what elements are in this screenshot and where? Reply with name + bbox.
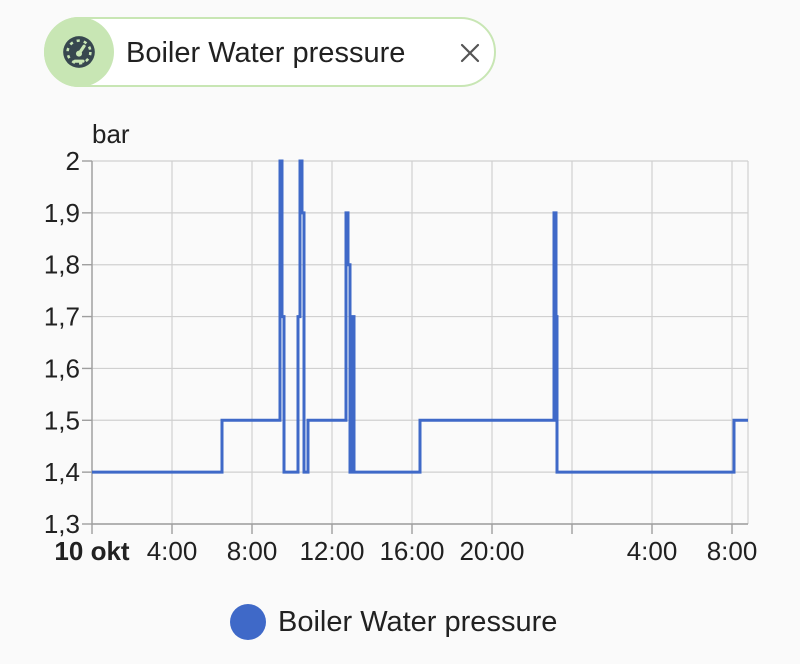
legend-item[interactable]: Boiler Water pressure xyxy=(230,600,557,644)
y-tick-label: 1,4 xyxy=(44,457,80,487)
y-axis-label: bar xyxy=(92,119,130,149)
x-tick-label: 4:00 xyxy=(627,536,678,566)
legend-swatch xyxy=(230,604,266,640)
y-tick-label: 1,6 xyxy=(44,353,80,383)
x-tick-label: 20:00 xyxy=(459,536,524,566)
y-tick-label: 1,7 xyxy=(44,302,80,332)
x-tick-label: 8:00 xyxy=(707,536,758,566)
close-icon[interactable] xyxy=(454,37,486,69)
x-tick-label: 16:00 xyxy=(379,536,444,566)
x-tick-label: 12:00 xyxy=(299,536,364,566)
entity-chip[interactable]: Boiler Water pressure xyxy=(44,17,496,87)
y-tick-label: 1,5 xyxy=(44,405,80,435)
chart-axes: 1,3 1,4 1,5 1,6 1,7 1,8 1,9 2 10 okt 4:00 8:00 12:0… xyxy=(44,146,757,566)
legend-label: Boiler Water pressure xyxy=(278,606,558,638)
series-line-boiler-water-pressure xyxy=(92,159,748,474)
y-tick-label: 2 xyxy=(66,146,80,176)
entity-chip-label: Boiler Water pressure xyxy=(126,37,406,69)
gauge-icon xyxy=(44,17,114,87)
x-tick-label: 8:00 xyxy=(227,536,278,566)
x-tick-label: 10 okt xyxy=(54,536,129,566)
chart-series xyxy=(92,159,748,474)
x-tick-label: 4:00 xyxy=(147,536,198,566)
y-tick-label: 1,8 xyxy=(44,250,80,280)
y-tick-label: 1,9 xyxy=(44,198,80,228)
y-tick-label: 1,3 xyxy=(44,509,80,539)
